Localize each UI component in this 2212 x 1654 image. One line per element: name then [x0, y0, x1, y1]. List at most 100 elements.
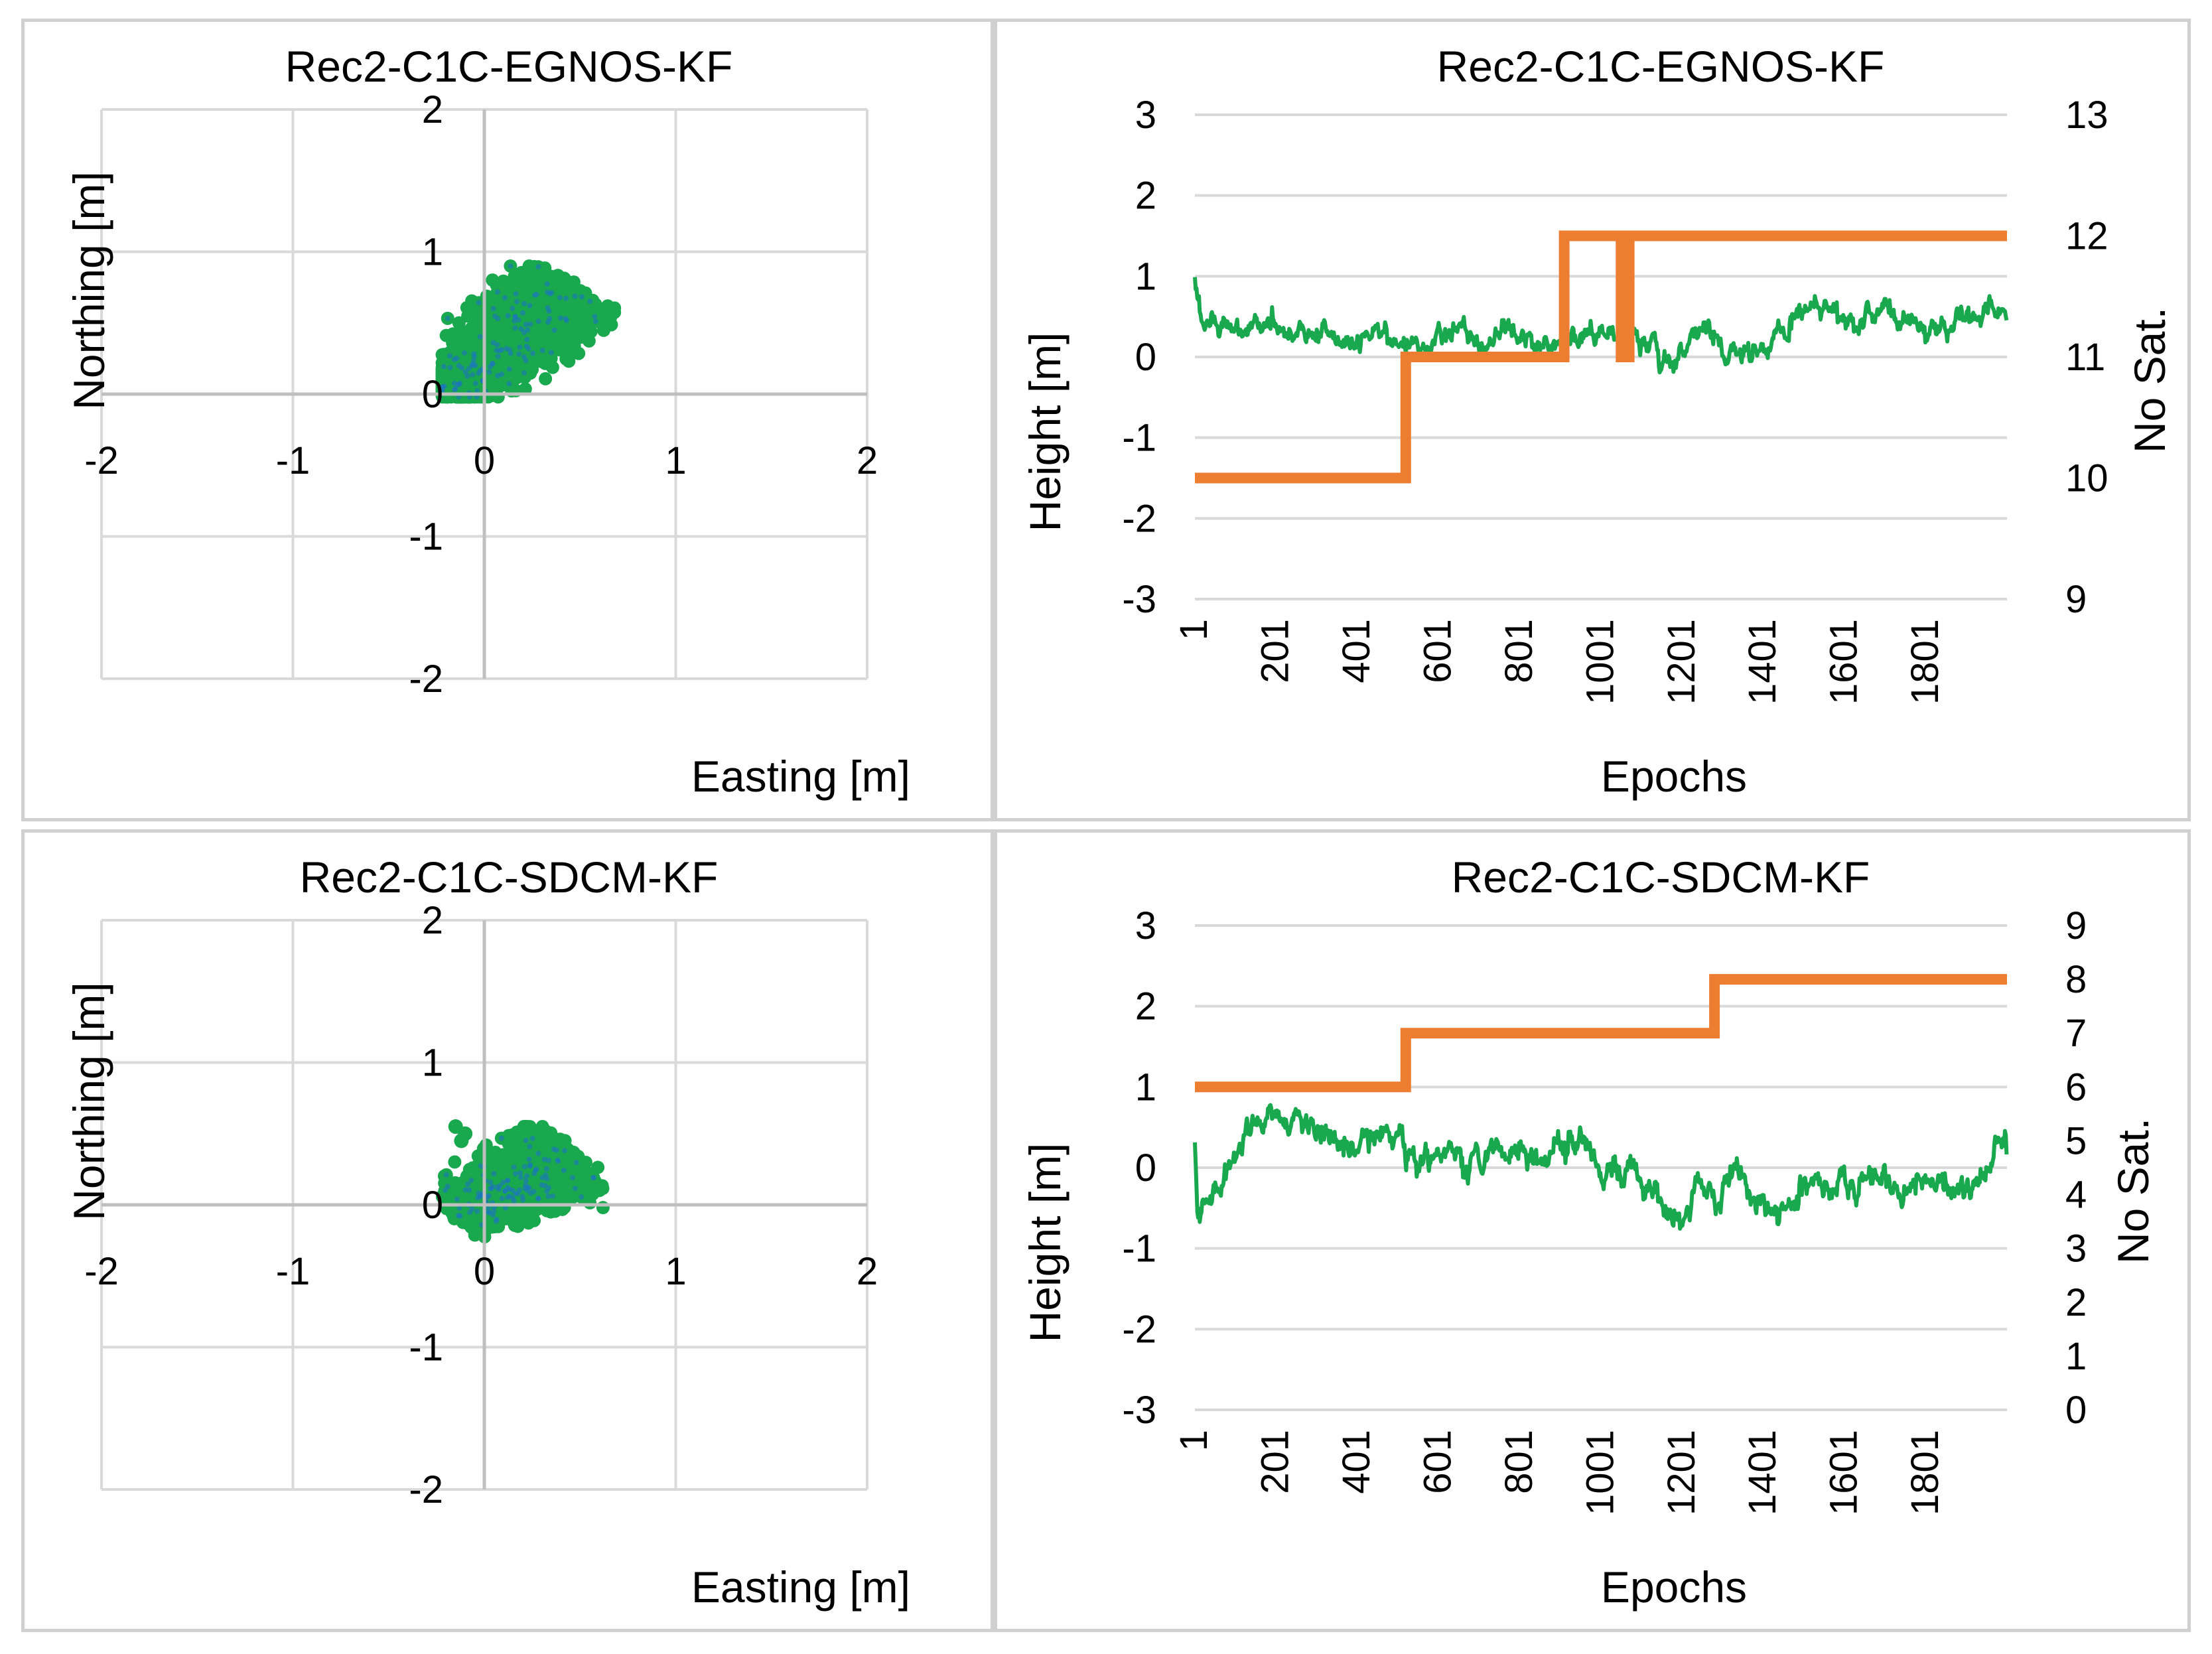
sdcm-scatter-panel: Rec2-C1C-SDCM-KF -2 -1 0 1 2 2 1 0 -1 -2 Easting …	[21, 829, 994, 1632]
tick-labels: -2 -1 0 1 2 2 1 0 -1 -2	[84, 88, 878, 701]
scatter-point	[475, 1195, 481, 1201]
x-tick-label: 1	[665, 439, 686, 482]
scatter-point	[512, 314, 518, 320]
scatter-point	[516, 317, 521, 323]
sdcm-scatter-chart: Rec2-C1C-SDCM-KF -2 -1 0 1 2 2 1 0 -1 -2 Easting …	[64, 853, 910, 1612]
axes	[102, 920, 867, 1489]
scatter-points	[436, 1119, 610, 1244]
scatter-point	[557, 1201, 571, 1215]
x-tick-label: 1801	[1903, 1430, 1947, 1515]
scatter-point	[470, 372, 476, 378]
scatter-point	[502, 1205, 508, 1211]
scatter-point	[506, 366, 512, 372]
scatter-point	[510, 305, 516, 311]
y2-tick-label: 3	[2065, 1227, 2087, 1271]
scatter-point	[452, 316, 466, 330]
scatter-point	[445, 1184, 450, 1190]
scatter-point	[587, 299, 593, 305]
scatter-point	[535, 1150, 541, 1156]
scatter-point	[539, 372, 553, 385]
scatter-point	[469, 362, 475, 368]
x-tick-label: 1201	[1660, 619, 1703, 705]
scatter-point	[512, 1176, 526, 1190]
x-tick-label: 1401	[1741, 1430, 1784, 1515]
scatter-point	[535, 1196, 541, 1202]
y2-tick-label: 6	[2065, 1066, 2087, 1109]
scatter-point	[521, 370, 527, 376]
scatter-point	[512, 270, 525, 284]
egnos-height-panel: Rec2-C1C-EGNOS-KF 3 2 1 0 -1 -2 -3 13 12 11 10 9 1 20…	[994, 19, 2191, 821]
scatter-point	[525, 346, 531, 352]
y-tick-label: 1	[422, 231, 443, 274]
y-tick-label: 0	[422, 1184, 443, 1227]
scatter-point	[579, 1194, 585, 1200]
scatter-point	[533, 1166, 539, 1172]
scatter-point	[523, 321, 529, 327]
scatter-point	[500, 330, 514, 344]
scatter-point	[541, 1156, 547, 1162]
scatter-point	[477, 334, 483, 340]
scatter-point	[495, 373, 501, 379]
scatter-point	[450, 337, 464, 351]
scatter-point	[514, 299, 520, 305]
x-tick-label: 1601	[1823, 619, 1866, 705]
chart-title: Rec2-C1C-EGNOS-KF	[1437, 42, 1885, 91]
x-tick-label: -2	[84, 439, 119, 482]
chart-title: Rec2-C1C-EGNOS-KF	[285, 42, 733, 91]
x-tick-label: 0	[474, 1250, 495, 1293]
y2-tick-label: 2	[2065, 1281, 2087, 1324]
x-tick-label: 2	[857, 1250, 878, 1293]
scatter-point	[523, 1137, 529, 1143]
scatter-point	[441, 364, 447, 370]
y2-tick-label: 7	[2065, 1012, 2087, 1055]
y2-tick-label: 5	[2065, 1119, 2087, 1162]
scatter-point	[539, 348, 545, 354]
x-tick-label: -1	[276, 1250, 311, 1293]
scatter-point	[596, 323, 610, 337]
scatter-point	[472, 380, 478, 386]
scatter-point	[464, 373, 470, 379]
scatter-point	[494, 289, 500, 295]
y-tick-label: -2	[409, 1468, 443, 1511]
chart-title: Rec2-C1C-SDCM-KF	[300, 853, 719, 902]
scatter-point	[553, 1147, 559, 1153]
scatter-point	[492, 313, 498, 319]
scatter-point	[504, 1136, 518, 1150]
scatter-point	[462, 350, 468, 356]
scatter-point	[557, 295, 563, 301]
y-tick-label: -1	[409, 516, 443, 559]
scatter-point	[511, 1164, 517, 1170]
axes	[102, 109, 867, 679]
scatter-point	[543, 1166, 549, 1172]
scatter-point	[527, 1162, 533, 1168]
y2-tick-label: 9	[2065, 578, 2087, 621]
scatter-point	[476, 300, 482, 306]
y2-tick-label: 10	[2065, 457, 2108, 500]
y-tick-label: 2	[422, 88, 443, 131]
scatter-point	[435, 348, 449, 362]
scatter-point	[573, 1160, 579, 1166]
egnos-scatter-panel: Rec2-C1C-EGNOS-KF -2 -1 0 1 2 2 1 0 -1 -2 Easting…	[21, 19, 994, 821]
scatter-point	[545, 1157, 551, 1163]
scatter-point	[563, 295, 569, 301]
scatter-point	[506, 381, 512, 387]
y2-tick-label: 13	[2065, 94, 2108, 137]
y2-tick-label: 12	[2065, 215, 2108, 258]
tick-labels: -2 -1 0 1 2 2 1 0 -1 -2	[84, 899, 878, 1511]
scatter-point	[529, 1135, 535, 1141]
scatter-point	[502, 295, 508, 301]
y-tick-label: 0	[1135, 1146, 1156, 1190]
scatter-point	[583, 1196, 597, 1209]
height-series-line	[1193, 1103, 2009, 1231]
sdcm-height-panel: Rec2-C1C-SDCM-KF 3 2 1 0 -1 -2 -3 9 8 7 6 5 4 3 2 1 0 1 20…	[994, 829, 2191, 1632]
scatter-point	[447, 353, 452, 359]
scatter-point	[535, 264, 541, 270]
scatter-point	[454, 1196, 460, 1202]
scatter-point	[523, 1173, 529, 1179]
scatter-point	[523, 358, 529, 364]
scatter-point	[545, 1194, 551, 1200]
scatter-point	[523, 1178, 529, 1184]
y-tick-label: -3	[1122, 578, 1156, 621]
scatter-point	[519, 1194, 525, 1200]
